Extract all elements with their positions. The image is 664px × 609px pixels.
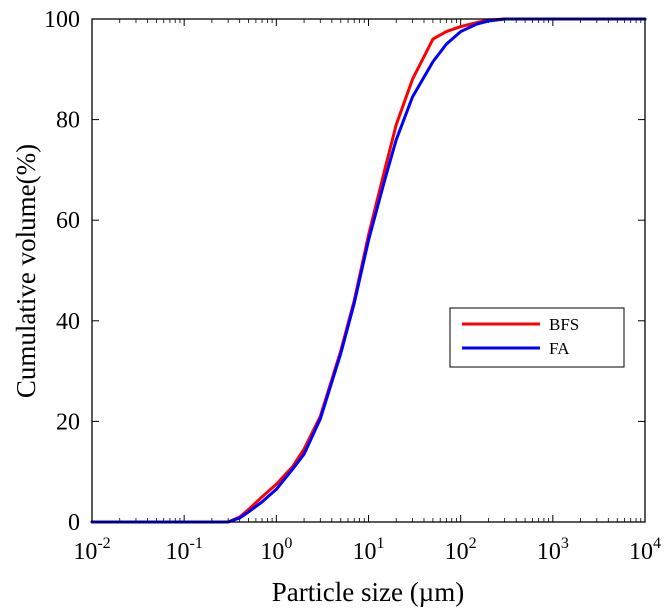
x-tick-label: 103 <box>537 535 569 565</box>
x-axis-title: Particle size (µm) <box>272 577 464 607</box>
y-axis-title: Cumulative volume(%) <box>11 144 41 398</box>
plot-frame <box>91 18 646 523</box>
legend-label-fa: FA <box>549 339 570 358</box>
y-tick-label: 20 <box>56 409 80 435</box>
x-tick-label: 10-2 <box>73 535 110 565</box>
x-tick-label: 102 <box>445 535 477 565</box>
y-tick-label: 100 <box>44 7 80 33</box>
y-tick-label: 80 <box>56 108 80 134</box>
labels-layer: 10-2 10-1 100 101 102 103 104 0 20 40 60 80 100 <box>44 7 661 565</box>
series-line-bfs <box>90 17 647 524</box>
y-tick-label: 0 <box>68 510 80 536</box>
x-tick-label: 10-1 <box>166 535 203 565</box>
series-line-fa <box>90 17 647 524</box>
legend-box <box>449 307 625 368</box>
x-tick-label: 104 <box>629 535 661 565</box>
legend: BFS FA <box>449 307 625 368</box>
y-tick-label: 60 <box>56 208 80 234</box>
legend-label-bfs: BFS <box>549 315 579 334</box>
y-tick-label: 40 <box>56 309 80 335</box>
x-tick-label: 101 <box>353 535 385 565</box>
ticks-layer <box>91 18 646 523</box>
series-layer <box>90 17 647 524</box>
x-tick-label: 100 <box>260 535 292 565</box>
